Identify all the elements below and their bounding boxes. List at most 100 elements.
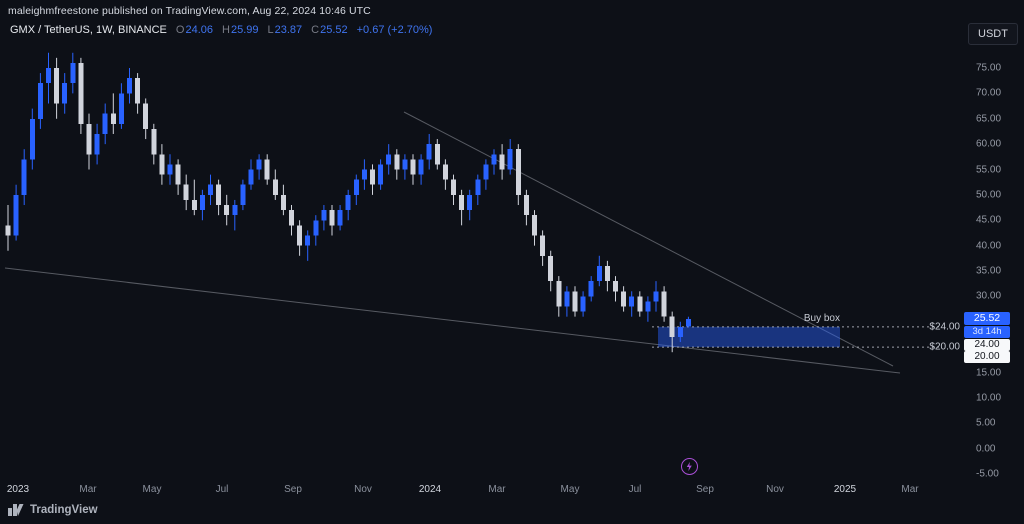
candle-body bbox=[661, 291, 667, 317]
candle-body bbox=[426, 144, 432, 160]
candle-body bbox=[232, 205, 238, 216]
candle-body bbox=[78, 62, 84, 124]
candle-body bbox=[459, 194, 465, 211]
candle-body bbox=[418, 159, 424, 175]
price-tick-label: 50.00 bbox=[976, 189, 1002, 201]
bar-countdown-badge: 3d 14h bbox=[964, 326, 1010, 338]
candle-body bbox=[685, 319, 691, 327]
level-price-badge-24: 24.00 bbox=[964, 339, 1010, 351]
time-tick-label: Nov bbox=[766, 484, 784, 495]
candle-body bbox=[645, 301, 651, 312]
candle-body bbox=[272, 179, 278, 195]
candle-body bbox=[507, 149, 513, 170]
change-value: +0.67 (+2.70%) bbox=[356, 24, 433, 36]
candle-body bbox=[224, 205, 230, 216]
candle-body bbox=[46, 68, 51, 84]
candle-body bbox=[353, 179, 359, 195]
candle-body bbox=[337, 210, 343, 226]
candle-body bbox=[669, 316, 675, 337]
price-axis[interactable]: 25.52 3d 14h 24.00 20.00 75.00 70.00 65.00… bbox=[964, 0, 1024, 500]
price-tick-label: 30.00 bbox=[976, 290, 1002, 302]
candle-body bbox=[191, 199, 197, 211]
candle-body bbox=[86, 123, 92, 155]
candle-body bbox=[135, 78, 141, 104]
candle-body bbox=[540, 235, 546, 256]
candle-body bbox=[475, 179, 481, 195]
price-tick-label: 75.00 bbox=[976, 62, 1002, 74]
candle-body bbox=[442, 164, 448, 180]
symbol-legend: GMX / TetherUS, 1W, BINANCE O 24.06 H 25… bbox=[10, 24, 432, 36]
candle-body bbox=[394, 154, 400, 170]
price-tick-label: 10.00 bbox=[976, 392, 1002, 404]
candle-body bbox=[564, 291, 570, 307]
candle-body bbox=[588, 281, 594, 297]
candle-body bbox=[256, 159, 262, 170]
currency-toggle-button[interactable]: USDT bbox=[968, 23, 1018, 45]
ohlc-low: L 23.87 bbox=[267, 24, 303, 36]
candle-body bbox=[305, 235, 311, 246]
candle-body bbox=[321, 210, 327, 221]
ohlc-close: C 25.52 bbox=[311, 24, 348, 36]
time-tick-label: 2023 bbox=[6, 484, 30, 495]
candle-body bbox=[402, 159, 408, 170]
time-tick-label: Jul bbox=[215, 484, 229, 495]
candle-body bbox=[378, 164, 384, 185]
level-price-text: $24.00 bbox=[929, 321, 960, 333]
current-price-badge: 25.52 bbox=[964, 312, 1010, 325]
candle-body bbox=[483, 164, 489, 180]
candle-body bbox=[499, 154, 505, 170]
candle-body bbox=[118, 93, 124, 124]
candle-body bbox=[572, 291, 578, 312]
price-tick-label: 5.00 bbox=[976, 417, 996, 429]
candle-body bbox=[580, 296, 586, 312]
candle-body bbox=[434, 144, 440, 165]
candle-body bbox=[361, 169, 367, 180]
candle-body bbox=[677, 326, 683, 337]
candle-body bbox=[596, 265, 602, 282]
trendline[interactable] bbox=[4, 267, 901, 374]
level-price-text: $20.00 bbox=[929, 341, 960, 353]
candle-body bbox=[94, 133, 100, 155]
candle-body bbox=[289, 210, 294, 226]
time-tick-label: Mar bbox=[488, 484, 506, 495]
candle-body bbox=[604, 265, 610, 282]
ohlc-open: O 24.06 bbox=[175, 24, 213, 36]
tradingview-logo-text[interactable]: TradingView bbox=[30, 504, 98, 516]
price-tick-label: 35.00 bbox=[976, 265, 1002, 277]
candle-body bbox=[248, 169, 254, 185]
candle-body bbox=[637, 296, 643, 312]
lightning-bolt-icon bbox=[686, 461, 692, 472]
candle-body bbox=[143, 103, 149, 129]
candle-body bbox=[199, 194, 205, 211]
time-tick-label: Nov bbox=[354, 484, 372, 495]
symbol-title: GMX / TetherUS, 1W, BINANCE bbox=[10, 24, 167, 36]
candle-body bbox=[621, 291, 627, 307]
candle-body bbox=[523, 194, 529, 216]
time-axis[interactable]: 2023 Mar May Jul Sep Nov 2024 Mar May Jul Sep Nov 20… bbox=[0, 478, 964, 504]
time-tick-label: Jul bbox=[628, 484, 642, 495]
ohlc-high: H 25.99 bbox=[222, 24, 259, 36]
candle-body bbox=[653, 291, 659, 302]
price-tick-label: 40.00 bbox=[976, 240, 1002, 252]
candle-body bbox=[297, 225, 303, 246]
candle-body bbox=[216, 184, 222, 206]
candle-body bbox=[556, 281, 562, 307]
flash-idea-icon[interactable] bbox=[681, 458, 698, 475]
candle-body bbox=[515, 149, 521, 195]
candle-body bbox=[167, 164, 173, 175]
candle-body bbox=[370, 169, 375, 185]
candle-body bbox=[29, 118, 35, 160]
price-tick-label: -5.00 bbox=[976, 468, 999, 480]
time-tick-label: Mar bbox=[901, 484, 919, 495]
candle-body bbox=[62, 83, 68, 104]
buy-box[interactable] bbox=[658, 326, 840, 348]
candle-body bbox=[54, 68, 60, 104]
candle-body bbox=[345, 194, 351, 211]
trendline[interactable] bbox=[403, 111, 894, 367]
time-tick-label: Mar bbox=[79, 484, 97, 495]
candle-body bbox=[313, 220, 319, 236]
candle-body bbox=[491, 154, 497, 165]
candle-body bbox=[70, 62, 76, 84]
price-tick-label: 60.00 bbox=[976, 138, 1002, 150]
